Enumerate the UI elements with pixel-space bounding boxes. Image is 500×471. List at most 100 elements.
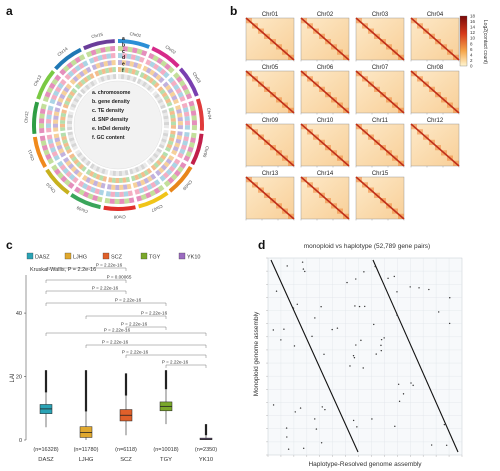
colorbar [459, 15, 468, 67]
snp-density-track [125, 60, 131, 67]
significance-p-label: P = 2.22e-16 [122, 350, 149, 355]
indel-density-track [170, 121, 176, 126]
gene-density-track [190, 137, 196, 144]
indel-density-track [62, 103, 69, 109]
snp-density-track [129, 61, 135, 67]
synteny-dot [364, 305, 366, 308]
circos-legend-item: c. TE density [92, 108, 124, 114]
snp-density-track [99, 61, 105, 68]
synteny-dot [363, 271, 365, 273]
gene-density-track [188, 100, 195, 107]
box-count-label: (n=16328) [33, 447, 58, 453]
indel-density-track [169, 110, 175, 116]
te-density-track [57, 82, 64, 89]
indel-density-track [170, 117, 176, 122]
gc-content-track [112, 170, 116, 176]
gc-content-track [68, 111, 74, 116]
box-category-label: SCZ [120, 457, 132, 463]
synteny-dot [352, 355, 355, 357]
synteny-dot [320, 442, 323, 444]
snp-density-track [56, 144, 63, 151]
gene-density-track [51, 78, 59, 86]
legend-swatch-TGY [140, 252, 148, 260]
snp-density-track [53, 115, 59, 120]
gene-density-track [145, 192, 152, 199]
synteny-dot [304, 270, 306, 273]
box-category-label: LJHG [79, 457, 94, 463]
te-density-track [110, 53, 116, 59]
circos-center [73, 80, 163, 170]
synteny-dot [296, 303, 298, 306]
gc-content-track [67, 114, 74, 119]
gc-content-track [148, 87, 155, 93]
gene-density-track [140, 193, 147, 201]
indel-density-track [151, 79, 157, 86]
gene-density-track [179, 162, 187, 169]
snp-density-track [106, 184, 112, 190]
hic-map-title: Chr08 [427, 65, 444, 71]
te-density-track [138, 187, 145, 194]
snp-density-track [107, 60, 112, 66]
gc-content-track [156, 148, 163, 154]
synteny-dot [321, 406, 323, 408]
gene-density-track [44, 91, 52, 98]
synteny-dot [272, 329, 275, 331]
synteny-dot [320, 306, 322, 308]
snp-density-track [177, 131, 183, 136]
hic-diagonal [300, 17, 350, 61]
gene-density-track [82, 191, 90, 198]
synteny-dot [387, 277, 389, 280]
indel-density-track [108, 177, 113, 183]
gene-density-track [60, 175, 68, 183]
indel-density-track [162, 151, 169, 158]
significance-bracket [45, 302, 167, 306]
indel-density-track [64, 145, 71, 151]
te-density-track [98, 189, 105, 196]
snp-density-track [162, 81, 169, 88]
synteny-dot [428, 288, 430, 291]
gc-content-track [146, 85, 153, 91]
hic-diagonal [355, 17, 405, 61]
d-ylabel: Monoploid genome assembly [253, 311, 260, 396]
snp-density-track [145, 67, 152, 74]
snp-density-track [177, 125, 183, 130]
snp-density-track [167, 155, 175, 162]
gene-density-track [157, 184, 165, 192]
hic-map-Chr03: Chr03 [355, 12, 405, 62]
gc-content-track [158, 143, 165, 149]
te-density-track [49, 98, 56, 105]
chromosome-ideogram-Chr05 [190, 133, 204, 166]
indel-density-track [64, 100, 71, 106]
gc-content-track [132, 167, 137, 174]
indel-density-track [119, 177, 123, 183]
circos-legend-item: a. chromosome [92, 90, 130, 96]
snp-density-track [70, 165, 77, 173]
gene-density-track [85, 50, 93, 58]
gc-content-track [80, 88, 86, 95]
significance-bracket [45, 332, 207, 336]
indel-density-track [112, 67, 116, 73]
synteny-dot [356, 426, 358, 428]
indel-density-track [77, 81, 84, 88]
gene-density-track [63, 178, 71, 186]
synteny-dot [292, 307, 295, 309]
indel-density-track [104, 67, 110, 74]
chromosome-ideogram-Chr08 [103, 205, 136, 212]
snp-density-track [103, 60, 109, 67]
te-density-track [182, 140, 189, 146]
hic-diagonal [355, 123, 405, 167]
gc-content-track [129, 75, 134, 82]
chromosome-ideogram-Chr13 [36, 69, 56, 100]
panel-a-label: a [6, 4, 13, 18]
gc-content-track [161, 109, 168, 114]
gc-content-track [71, 100, 78, 106]
te-density-track [78, 62, 85, 70]
te-density-track [101, 53, 107, 60]
panel-c-label: c [6, 238, 13, 252]
gene-density-track [51, 164, 59, 172]
synteny-dot [445, 444, 448, 447]
gc-content-track [140, 163, 146, 170]
gc-content-track [134, 166, 140, 173]
snp-density-track [149, 69, 156, 76]
gc-content-track [67, 131, 73, 136]
